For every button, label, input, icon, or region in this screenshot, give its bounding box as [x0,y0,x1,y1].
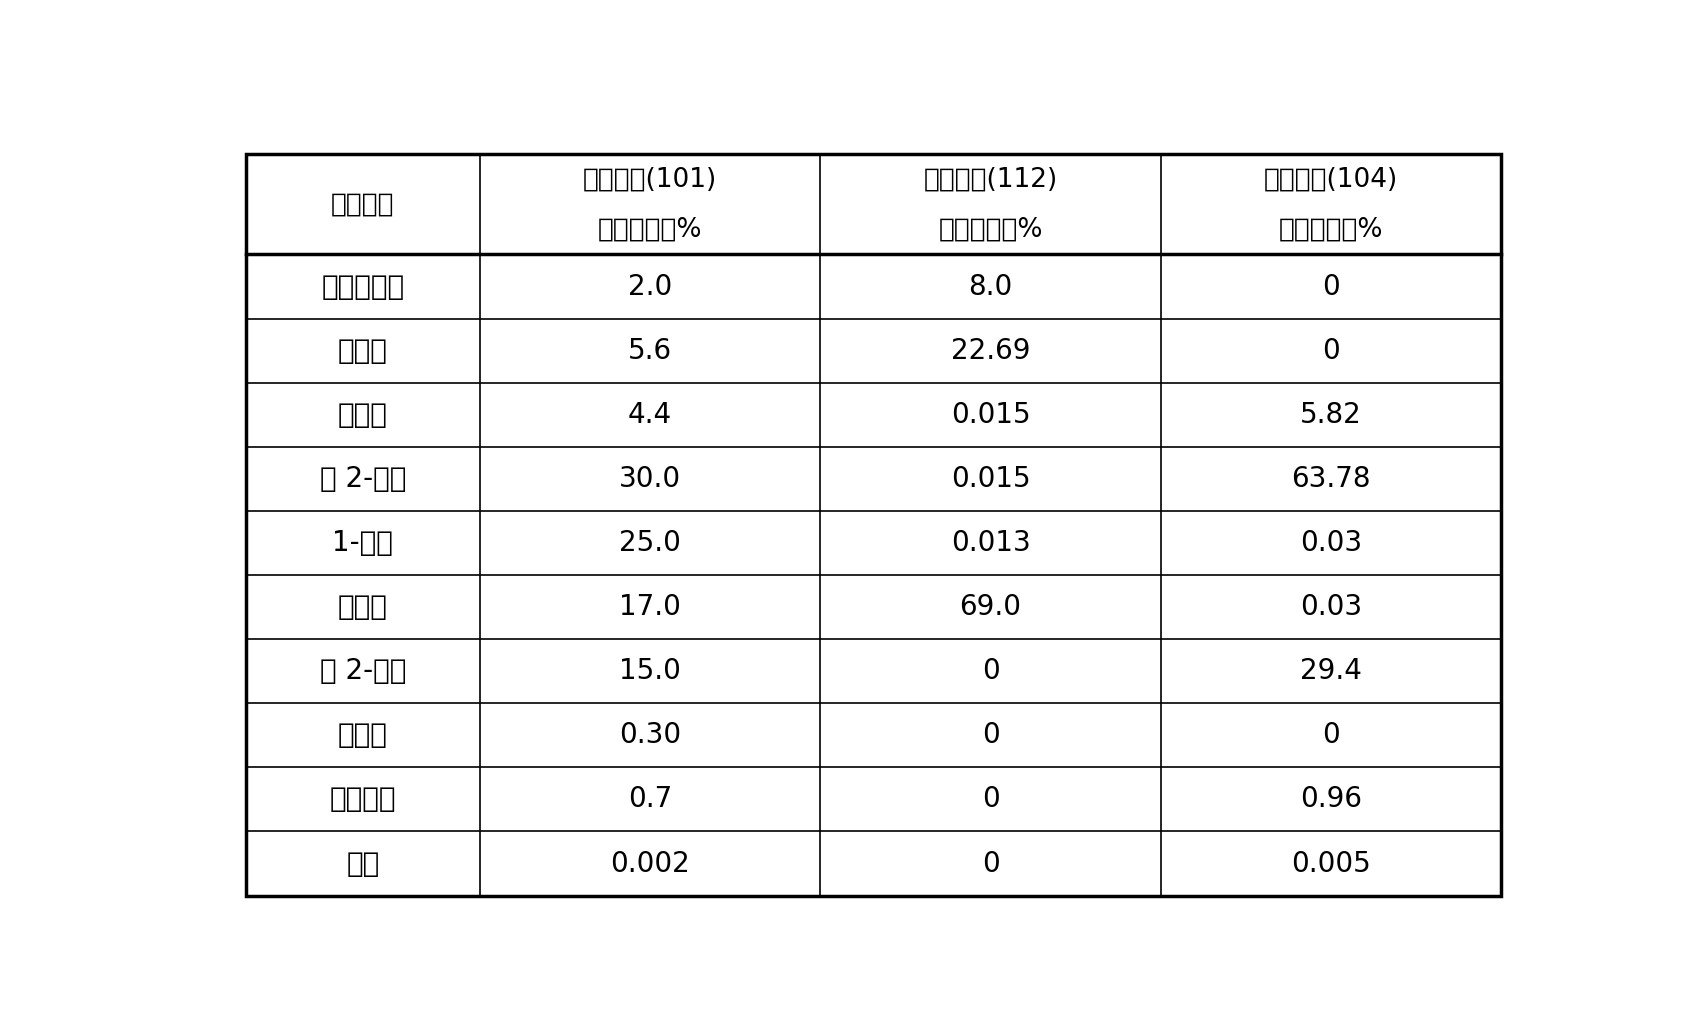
Text: 0.03: 0.03 [1301,593,1362,622]
Text: 0: 0 [1323,272,1340,300]
Text: 塔底产物(104): 塔底产物(104) [1263,166,1398,193]
Text: 0.30: 0.30 [619,721,680,750]
Text: 0.015: 0.015 [951,400,1030,429]
Text: 17.0: 17.0 [619,593,680,622]
Text: 0: 0 [1323,337,1340,365]
Text: 8.0: 8.0 [968,272,1013,300]
Text: 碳三及以下: 碳三及以下 [321,272,404,300]
Text: 0: 0 [982,721,999,750]
Text: 63.78: 63.78 [1291,465,1371,493]
Text: 碳五以上: 碳五以上 [329,785,396,813]
Text: 5.6: 5.6 [627,337,672,365]
Text: 0: 0 [982,657,999,685]
Text: 0.002: 0.002 [610,850,691,878]
Text: 15.0: 15.0 [619,657,680,685]
Text: 总硫: 总硫 [346,850,380,878]
Text: 2.0: 2.0 [627,272,672,300]
Text: 0: 0 [982,785,999,813]
Text: 0.015: 0.015 [951,465,1030,493]
Text: 重量百分比%: 重量百分比% [1279,217,1383,243]
Text: 25.0: 25.0 [619,529,680,557]
Text: 22.69: 22.69 [951,337,1030,365]
Text: 异丁烯: 异丁烯 [338,593,387,622]
Text: 1-丁烯: 1-丁烯 [332,529,394,557]
Text: 69.0: 69.0 [960,593,1021,622]
Text: 重量百分比%: 重量百分比% [938,217,1043,243]
Text: 原料组成(101): 原料组成(101) [583,166,718,193]
Text: 5.82: 5.82 [1301,400,1362,429]
Text: 4.4: 4.4 [627,400,672,429]
Text: 丁二烯: 丁二烯 [338,721,387,750]
Text: 30.0: 30.0 [619,465,680,493]
Text: 0.7: 0.7 [627,785,672,813]
Text: 反 2-丁烯: 反 2-丁烯 [319,465,406,493]
Text: 0.013: 0.013 [951,529,1030,557]
Text: 正丁烷: 正丁烷 [338,400,387,429]
Text: 0.96: 0.96 [1301,785,1362,813]
Text: 顺 2-丁烯: 顺 2-丁烯 [319,657,406,685]
Text: 重量百分比%: 重量百分比% [598,217,702,243]
Text: 0.03: 0.03 [1301,529,1362,557]
Text: 物料组成: 物料组成 [331,191,394,217]
Text: 0: 0 [982,850,999,878]
Text: 29.4: 29.4 [1301,657,1362,685]
Text: 异丁烷: 异丁烷 [338,337,387,365]
Text: 0: 0 [1323,721,1340,750]
Text: 0.005: 0.005 [1291,850,1371,878]
Text: 塔顶产物(112): 塔顶产物(112) [924,166,1057,193]
